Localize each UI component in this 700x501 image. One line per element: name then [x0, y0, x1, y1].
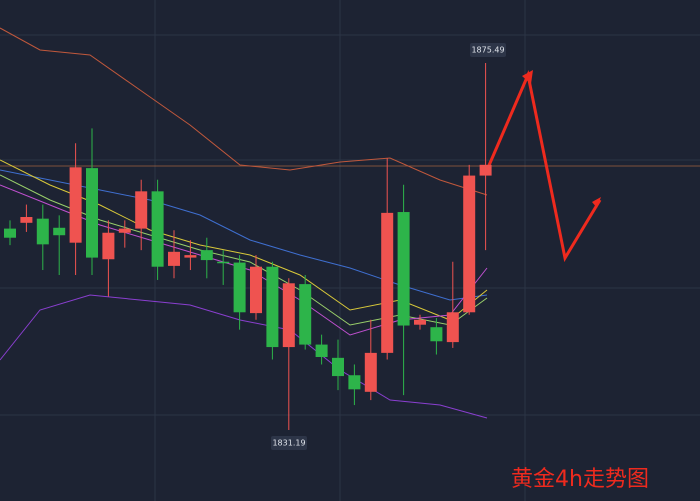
candle-body: [332, 357, 344, 377]
candle-body: [20, 217, 33, 223]
candle-body: [348, 375, 361, 390]
candle-body: [151, 191, 164, 267]
candles: [4, 63, 492, 430]
candle-body: [184, 255, 197, 258]
candle-body: [102, 232, 115, 260]
candle-body: [397, 212, 410, 326]
candle-body: [4, 228, 16, 238]
candle-body: [69, 167, 82, 243]
arrow-head: [522, 70, 533, 84]
candle-body: [266, 266, 279, 348]
label-box: [470, 43, 506, 57]
candle-body: [463, 175, 476, 313]
high-label: 1875.49: [471, 46, 504, 55]
candle-body: [479, 164, 492, 176]
candle-body: [414, 319, 426, 325]
candle-body: [200, 250, 213, 261]
candle-body: [168, 251, 180, 266]
candle-body: [299, 284, 312, 345]
candle-body: [53, 227, 66, 236]
label-box: [271, 436, 307, 450]
candle-body: [217, 261, 230, 264]
candle-body: [430, 327, 443, 342]
candle-body: [250, 266, 262, 314]
arrow-head: [592, 197, 601, 208]
candle-body: [86, 168, 98, 258]
candle-body: [364, 352, 377, 392]
candle-body: [381, 212, 394, 353]
low-label: 1831.19: [272, 439, 305, 448]
candle-body: [282, 283, 295, 348]
candle-body: [118, 228, 131, 233]
candle-body: [36, 218, 49, 245]
candle-body: [135, 191, 148, 229]
candle-body: [315, 344, 328, 358]
candle-body: [233, 262, 246, 313]
forecast-arrow: [485, 70, 602, 263]
chart-title: 黄金4h走势图: [511, 467, 649, 492]
candle-body: [446, 312, 459, 343]
